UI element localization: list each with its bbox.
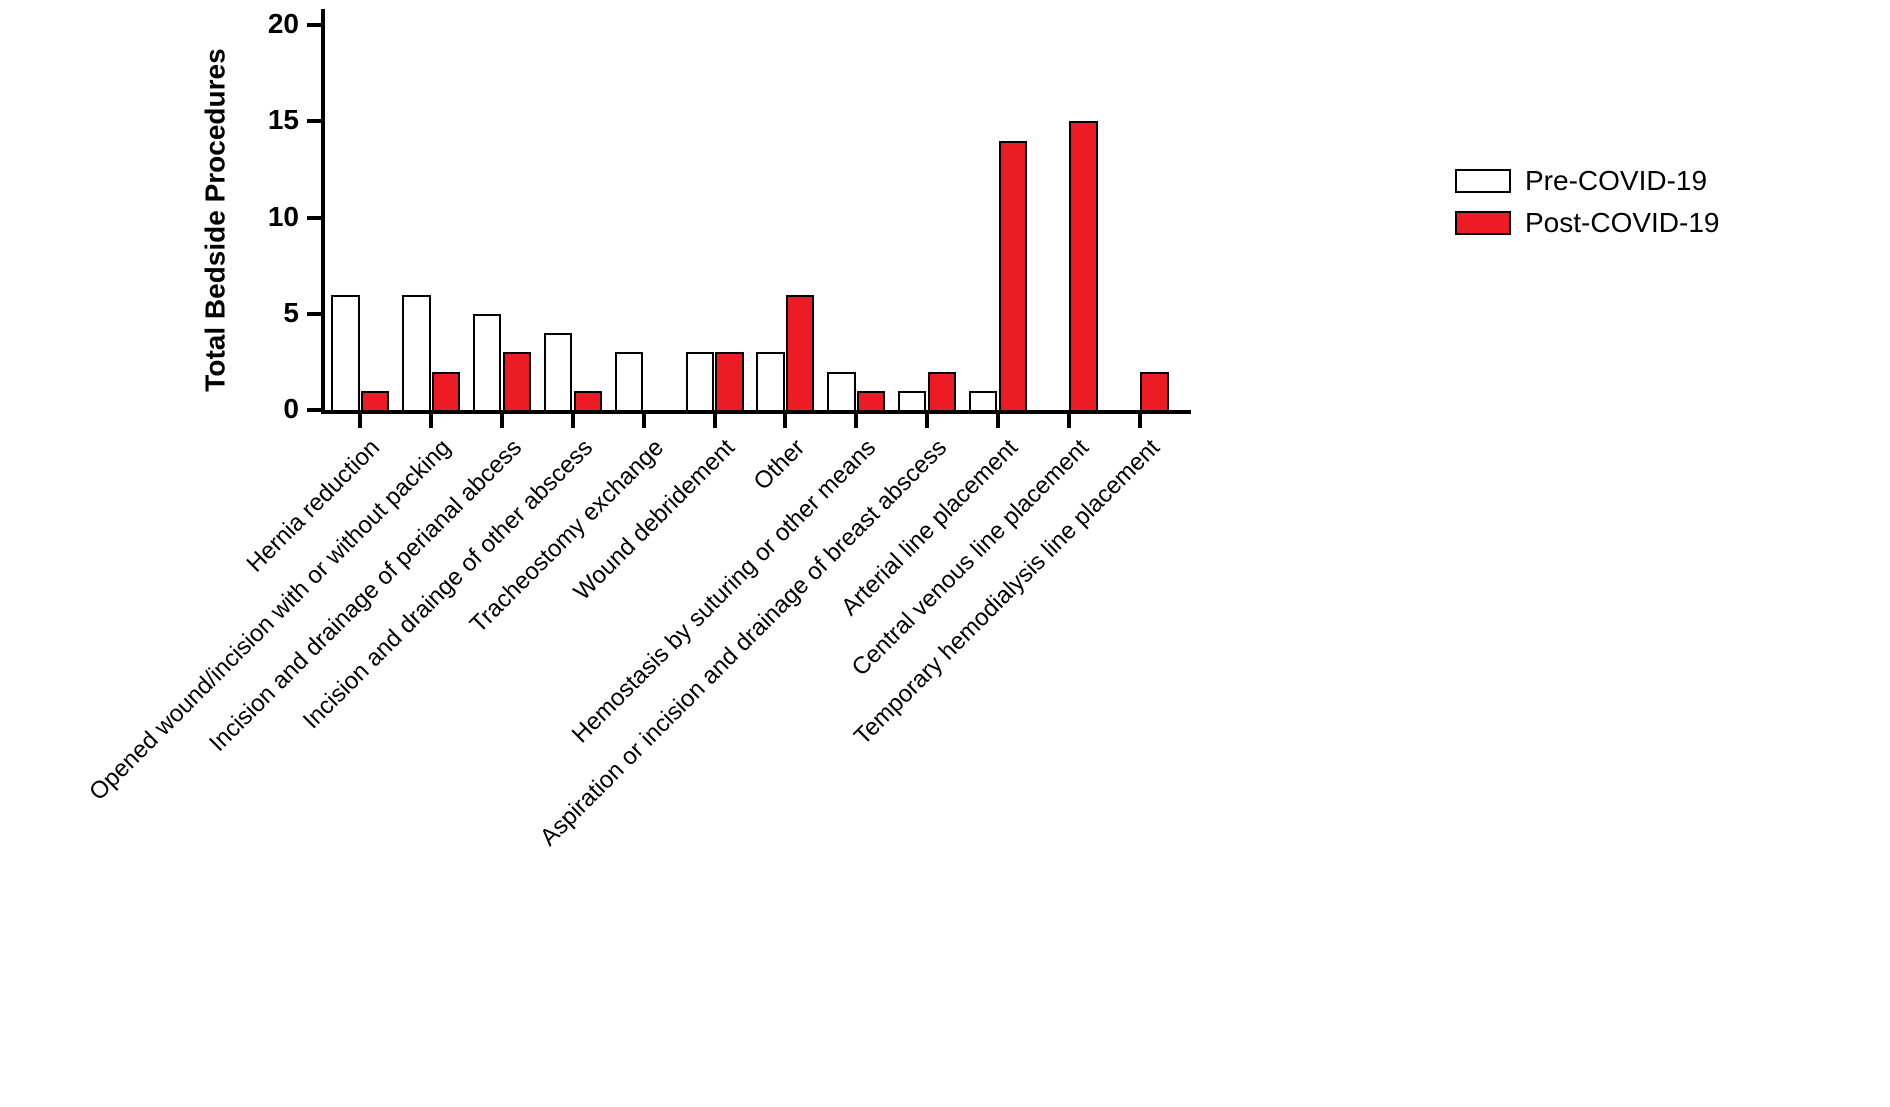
- y-tick: [307, 119, 321, 123]
- x-tick: [642, 414, 646, 428]
- y-tick-label: 5: [239, 297, 299, 329]
- bar: [898, 391, 926, 410]
- legend-label: Pre-COVID-19: [1525, 165, 1707, 197]
- bar: [827, 372, 855, 411]
- legend-swatch: [1455, 169, 1511, 193]
- y-tick: [307, 23, 321, 27]
- y-axis-title: Total Bedside Procedures: [199, 27, 231, 412]
- x-tick: [713, 414, 717, 428]
- bar: [1140, 372, 1168, 411]
- legend-item: Pre-COVID-19: [1455, 165, 1720, 197]
- x-tick: [783, 414, 787, 428]
- x-tick: [925, 414, 929, 428]
- bar: [686, 352, 714, 410]
- x-tick: [571, 414, 575, 428]
- y-tick-label: 10: [239, 201, 299, 233]
- bar: [503, 352, 531, 410]
- y-tick-label: 20: [239, 8, 299, 40]
- legend-label: Post-COVID-19: [1525, 207, 1720, 239]
- bar: [857, 391, 885, 410]
- y-tick-label: 0: [239, 393, 299, 425]
- x-tick: [1138, 414, 1142, 428]
- y-tick-label: 15: [239, 104, 299, 136]
- canvas: Total Bedside Procedures Pre-COVID-19 Pos…: [0, 0, 1890, 1107]
- bar: [756, 352, 784, 410]
- bar: [574, 391, 602, 410]
- bar: [473, 314, 501, 410]
- x-tick: [854, 414, 858, 428]
- y-axis-line: [321, 9, 325, 414]
- legend: Pre-COVID-19 Post-COVID-19: [1455, 165, 1720, 239]
- x-tick: [429, 414, 433, 428]
- y-tick: [307, 312, 321, 316]
- chart-plot-area: [325, 25, 1175, 410]
- y-tick: [307, 216, 321, 220]
- legend-item: Post-COVID-19: [1455, 207, 1720, 239]
- x-tick: [996, 414, 1000, 428]
- x-tick: [1067, 414, 1071, 428]
- legend-swatch: [1455, 211, 1511, 235]
- bar: [969, 391, 997, 410]
- bar: [432, 372, 460, 411]
- bar: [361, 391, 389, 410]
- bar: [615, 352, 643, 410]
- bar: [999, 141, 1027, 411]
- bar: [402, 295, 430, 411]
- y-tick: [307, 408, 321, 412]
- bar: [715, 352, 743, 410]
- bar: [786, 295, 814, 411]
- bar: [928, 372, 956, 411]
- bar: [544, 333, 572, 410]
- x-axis-line: [321, 410, 1191, 414]
- bar: [331, 295, 359, 411]
- x-tick: [500, 414, 504, 428]
- x-tick: [358, 414, 362, 428]
- bar: [1069, 121, 1097, 410]
